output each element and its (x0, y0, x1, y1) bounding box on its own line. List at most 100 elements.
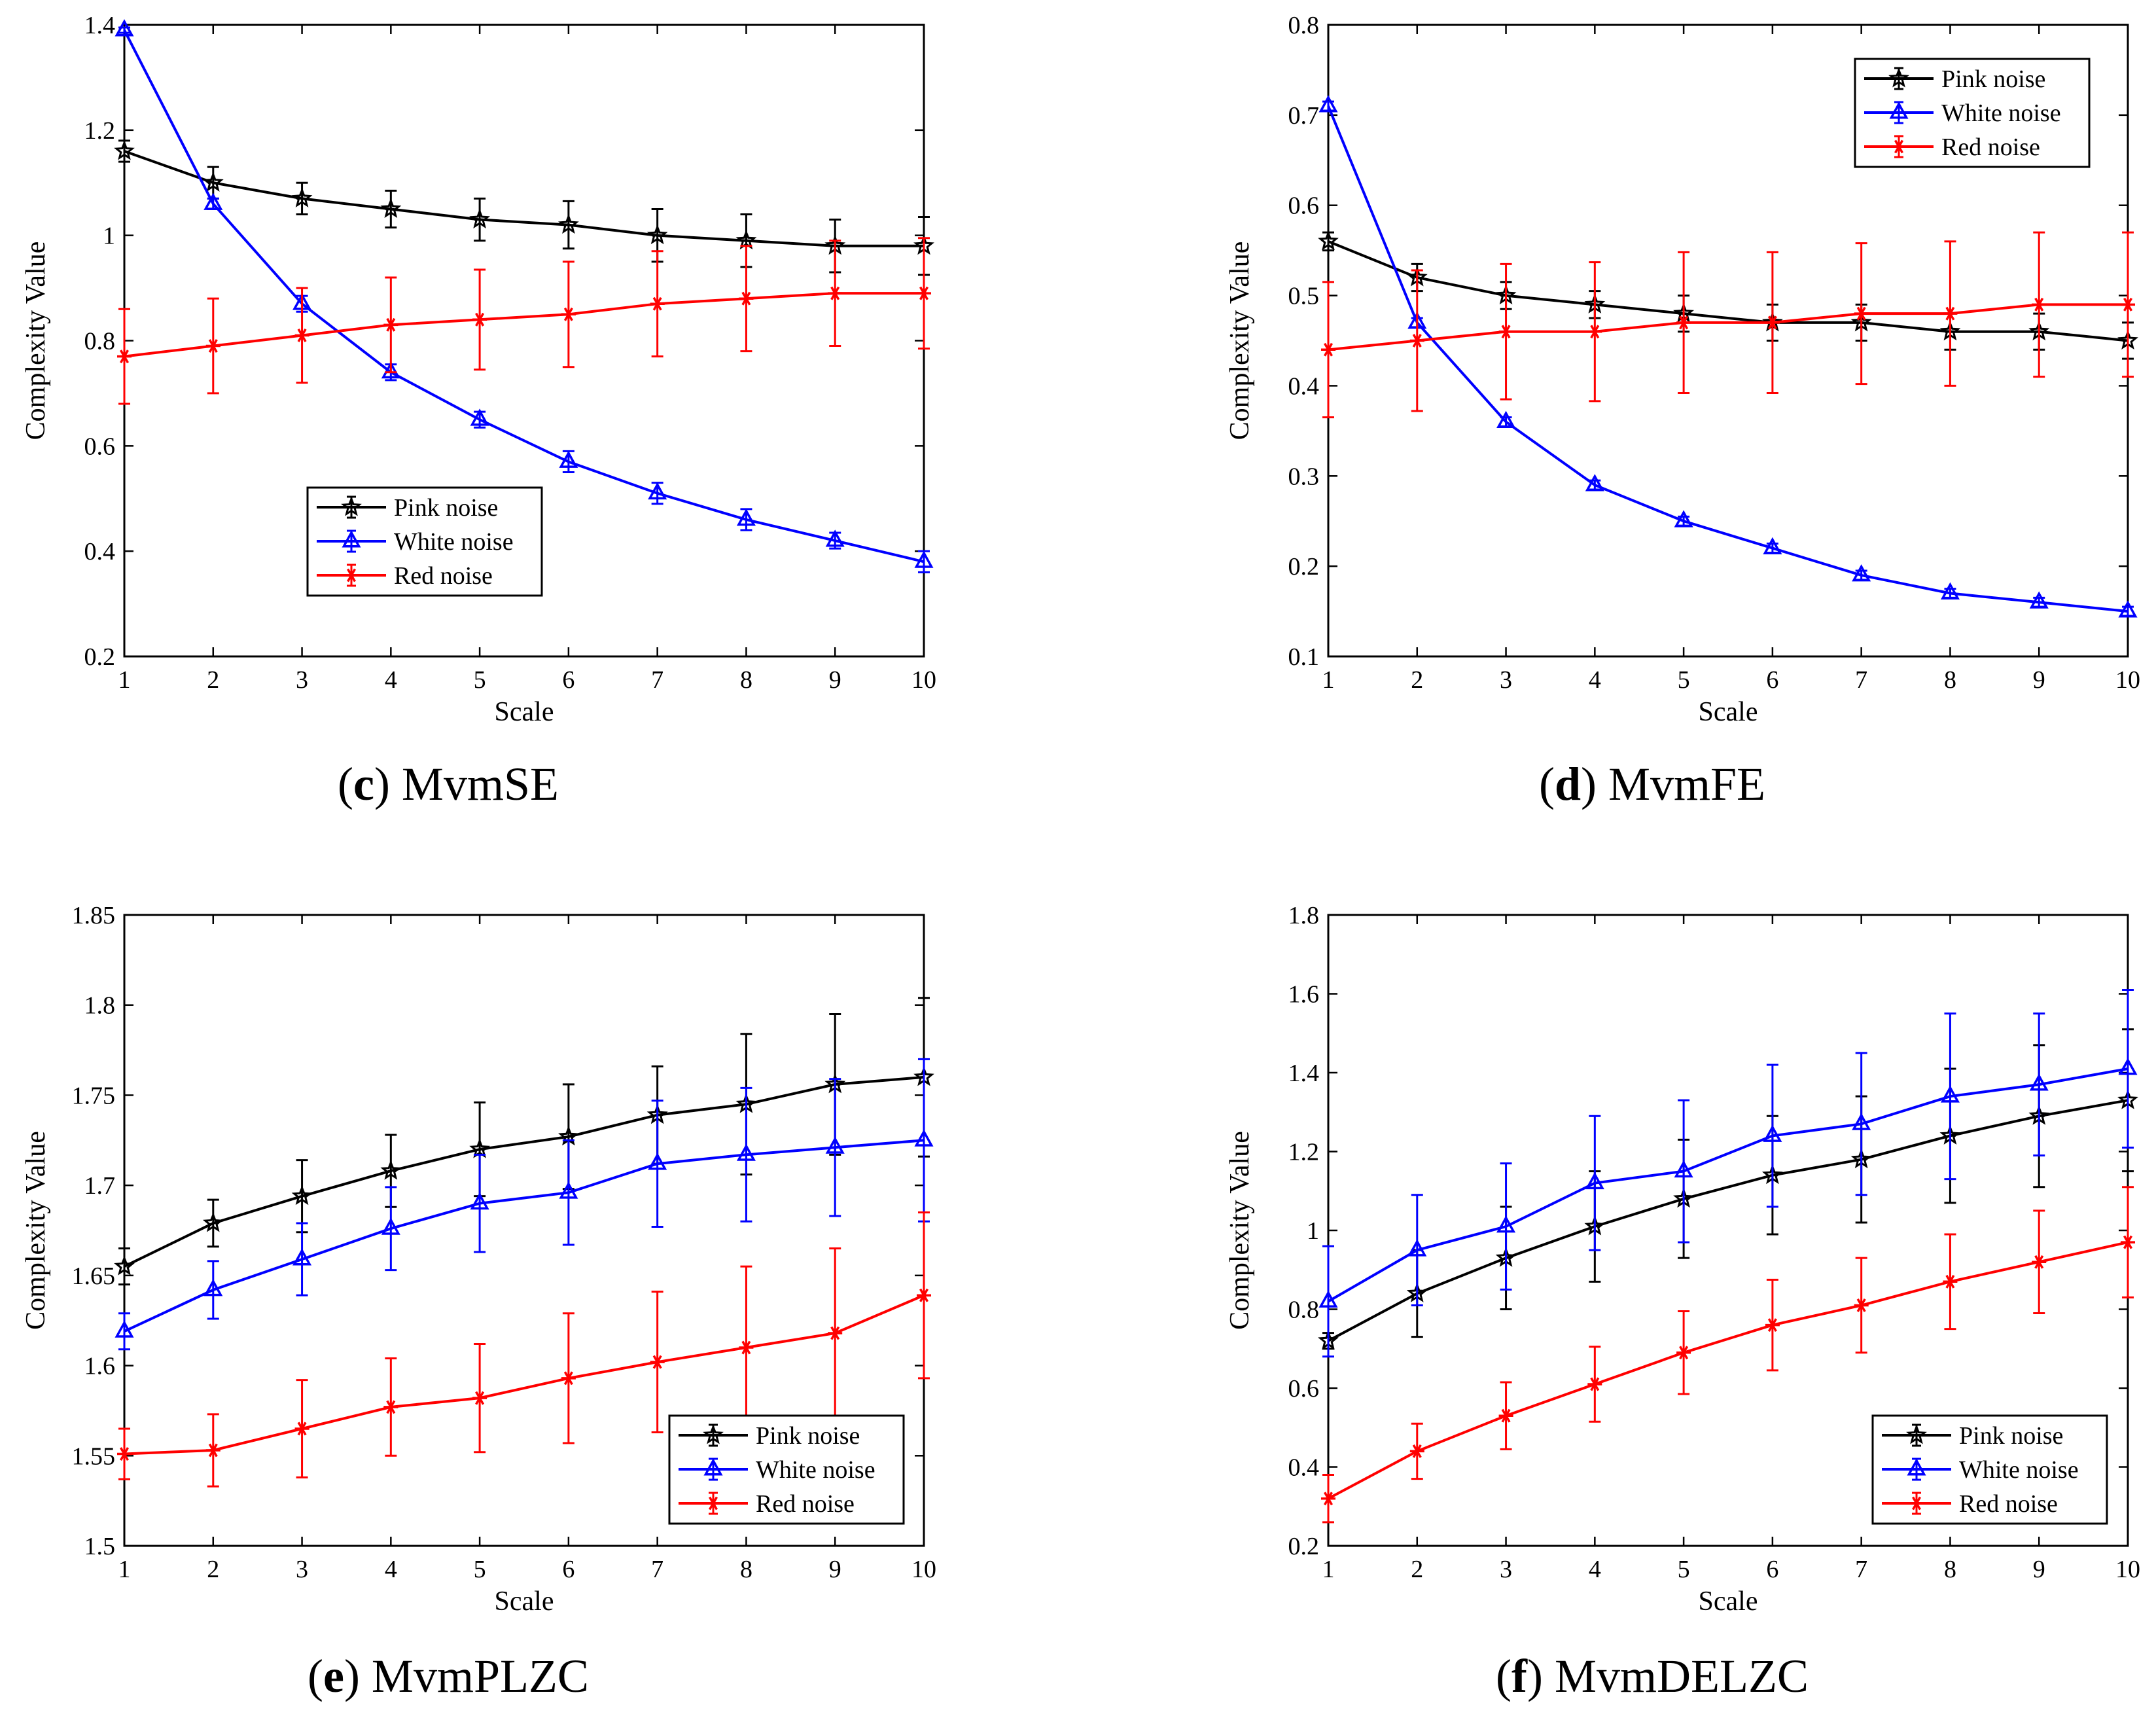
caption-paren-open: ( (308, 1650, 323, 1702)
y-axis-label: Complexity Value (1225, 1131, 1255, 1330)
series-white-noise-marker (1940, 1085, 1960, 1103)
series-red-noise-marker (1676, 315, 1691, 330)
legend-entry-pink-noise-label: Pink noise (1941, 65, 2045, 93)
series-red-noise-marker (117, 1447, 132, 1461)
series-red-noise-marker (1321, 1492, 1335, 1506)
series-pink-noise-marker (202, 1212, 224, 1232)
y-tick-label: 1.8 (84, 992, 116, 1020)
legend-entry-white-noise-label: White noise (394, 528, 514, 556)
y-tick-label: 0.8 (1288, 12, 1320, 39)
series-pink-noise-marker (114, 1255, 135, 1276)
x-tick-label: 6 (1766, 1556, 1778, 1583)
series-white-noise-marker (559, 450, 578, 468)
x-tick-label: 9 (829, 1556, 841, 1583)
x-tick-label: 10 (2115, 1556, 2140, 1583)
series-white-noise-marker (1763, 537, 1782, 555)
caption-letter: c (353, 758, 374, 810)
series-red-noise-marker (1943, 1274, 1958, 1289)
series-pink-noise-marker (646, 224, 668, 245)
legend-entry-white-noise: White noise (679, 1456, 875, 1484)
x-tick-label: 6 (562, 666, 574, 694)
y-axis-label: Complexity Value (1225, 241, 1255, 440)
series-red-noise-marker (1587, 325, 1602, 339)
series-red-noise-marker (2032, 1255, 2047, 1269)
legend-entry-red-noise-marker (706, 1496, 720, 1511)
series-red-noise (117, 237, 931, 405)
legend-entry-red-noise-label: Red noise (756, 1490, 855, 1518)
legend-entry-white-noise: White noise (1882, 1456, 2079, 1484)
series-white-noise-marker (1674, 1160, 1693, 1178)
series-red-noise-marker (739, 291, 754, 306)
series-red-noise-marker (1765, 315, 1780, 330)
x-tick-label: 3 (296, 666, 308, 694)
caption-name: ) MvmFE (1581, 758, 1765, 810)
series-white-noise-marker (470, 408, 489, 426)
series-pink-noise-marker (291, 1185, 313, 1206)
series-white-noise (115, 19, 934, 573)
series-white-noise (1318, 988, 2138, 1358)
y-tick-label: 0.2 (1288, 1533, 1320, 1560)
x-tick-label: 1 (1322, 1556, 1335, 1583)
series-red-noise-line (124, 292, 924, 358)
series-pink-noise-marker (202, 171, 224, 192)
caption-letter: e (323, 1650, 344, 1702)
series-white-noise-marker (559, 1181, 578, 1199)
legend-entry-pink-noise: Pink noise (1864, 65, 2045, 93)
series-white-noise-marker (1318, 95, 1338, 113)
series-red-noise (1321, 1186, 2135, 1524)
series-pink-noise-marker (380, 1160, 402, 1180)
legend-entry-pink-noise-label: Pink noise (756, 1422, 860, 1450)
x-tick-label: 9 (2033, 1556, 2045, 1583)
x-tick-label: 8 (1944, 666, 1956, 694)
series-red-noise-marker (1409, 334, 1424, 348)
series-red-noise-marker (650, 1355, 665, 1369)
series-white-noise-marker (736, 509, 756, 526)
series-white-noise-marker (914, 550, 934, 568)
series-red-noise-line (1328, 1241, 2129, 1500)
x-tick-label: 2 (207, 666, 219, 694)
series-white-noise-marker (2118, 1058, 2138, 1075)
x-axis-label: Scale (1699, 697, 1758, 727)
x-tick-label: 4 (1589, 1556, 1601, 1583)
series-white-noise-line (1327, 105, 2129, 613)
legend: Pink noise White noise Red noise (306, 486, 543, 597)
y-tick-label: 1.6 (84, 1353, 116, 1380)
x-tick-label: 10 (2115, 666, 2140, 694)
y-tick-label: 1.4 (84, 12, 116, 39)
legend: Pink noise White noise Red noise (668, 1414, 905, 1525)
legend-entry-white-noise-label: White noise (1959, 1456, 2079, 1484)
legend-entry-red-noise: Red noise (679, 1490, 855, 1518)
series-white-noise-marker (1496, 1215, 1516, 1233)
series-white-noise-marker (1763, 1124, 1782, 1142)
y-axis-label: Complexity Value (21, 1131, 51, 1330)
panel-caption: (d) MvmFE (1539, 758, 1765, 810)
y-tick-label: 1.7 (84, 1172, 116, 1200)
legend-entry-pink-noise: Pink noise (317, 494, 498, 522)
series-pink-noise-marker (469, 208, 491, 229)
series-red-noise-marker (1854, 306, 1869, 321)
x-axis-label: Scale (495, 697, 554, 727)
y-tick-label: 0.5 (1288, 283, 1320, 310)
series-white-noise-marker (648, 1153, 667, 1170)
series-pink-noise-line (1328, 240, 2129, 342)
legend-entry-pink-noise-marker (1888, 67, 1909, 88)
series-red-noise-marker (1943, 306, 1958, 321)
x-axis-label: Scale (495, 1586, 554, 1617)
series-white-noise-marker (381, 1217, 400, 1235)
caption-name: ) MvmSE (374, 758, 559, 810)
series-pink-noise-marker (380, 198, 402, 219)
x-tick-label: 5 (474, 666, 486, 694)
series-white-noise-marker (292, 1248, 312, 1266)
series-red-noise-marker (828, 1326, 843, 1340)
series-white-noise-marker (1496, 410, 1516, 429)
caption-letter: f (1511, 1650, 1528, 1702)
series-white-noise-marker (1852, 564, 1871, 582)
x-tick-label: 2 (207, 1556, 219, 1583)
series-white-noise-marker (203, 192, 223, 210)
y-tick-label: 1.65 (72, 1262, 116, 1290)
series-white-noise-marker (1318, 1290, 1338, 1308)
chart-panel-fmvmdelzc: 1 2 3 4 5 6 7 8 9 10 0.2 0.4 0.6 0.8 1 1.2 1.4 1.6 1.8 Scal… (1225, 902, 2140, 1702)
x-tick-label: 7 (651, 666, 663, 694)
y-tick-label: 0.8 (1288, 1297, 1320, 1324)
legend-entry-white-noise-marker (1907, 1458, 1926, 1476)
